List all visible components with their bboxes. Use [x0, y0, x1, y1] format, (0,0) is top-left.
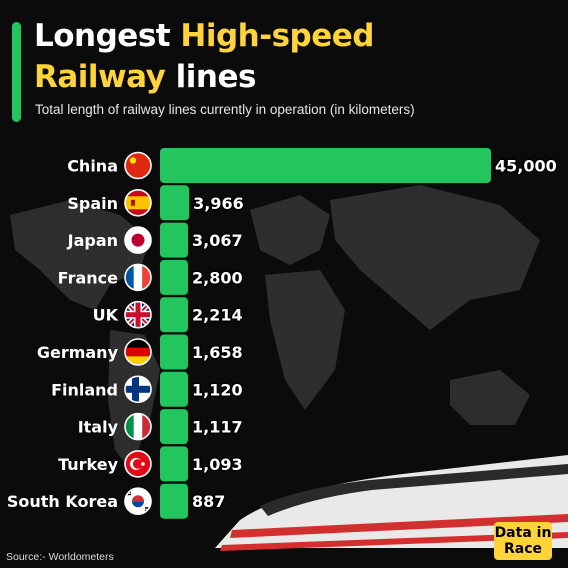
bar-spain: [160, 185, 190, 221]
title-accent-bar: [12, 22, 21, 122]
title-text-1: Longest: [34, 18, 181, 54]
bar-finland: [160, 371, 188, 407]
logo-line-1: Data in: [494, 525, 552, 541]
bar-south-korea: [160, 483, 188, 519]
category-label: UK: [93, 306, 119, 325]
value-label: 1,093: [192, 455, 243, 474]
bar-japan: [160, 222, 188, 258]
category-label: France: [58, 268, 118, 287]
category-label: Turkey: [58, 455, 119, 474]
value-label: 45,000: [495, 157, 557, 176]
category-label: Germany: [37, 343, 119, 362]
uk-flag-icon: [124, 300, 152, 329]
chart-subtitle: Total length of railway lines currently …: [35, 102, 415, 117]
value-label: 1,120: [192, 380, 243, 399]
bar-china: [160, 148, 491, 183]
bar-germany: [160, 334, 188, 370]
bar-france: [160, 259, 188, 295]
category-label: Italy: [78, 418, 119, 437]
japan-flag-icon: [124, 226, 152, 254]
category-label: South Korea: [7, 492, 118, 511]
logo-line-2: Race: [503, 541, 543, 557]
value-label: 2,214: [192, 306, 243, 325]
south-korea-flag-icon: [124, 487, 152, 516]
category-label: Japan: [67, 231, 118, 250]
turkey-flag-icon: [124, 450, 152, 478]
source-note: Source:- Worldometers: [6, 551, 114, 563]
title-highlight-2: Railway: [34, 59, 166, 95]
value-label: 1,658: [192, 343, 243, 362]
china-flag-icon: [124, 151, 152, 180]
brand-logo: Data in Race: [494, 522, 552, 560]
value-label: 1,117: [192, 418, 243, 437]
value-label: 2,800: [192, 268, 243, 287]
category-label: Finland: [51, 380, 118, 399]
title-highlight-1: High-speed: [180, 18, 374, 54]
value-label: 887: [192, 492, 225, 511]
value-label: 3,067: [192, 231, 243, 250]
category-label: China: [67, 157, 118, 176]
italy-flag-icon: [124, 412, 152, 441]
page-title: Longest High-speed Railway lines: [34, 16, 374, 98]
spain-flag-icon: [124, 189, 152, 217]
category-label: Spain: [67, 194, 118, 213]
title-text-2: lines: [165, 59, 257, 95]
bar-turkey: [160, 446, 188, 482]
finland-flag-icon: [124, 375, 152, 404]
bar-italy: [160, 409, 188, 445]
germany-flag-icon: [124, 338, 152, 366]
value-label: 3,966: [193, 194, 244, 213]
france-flag-icon: [124, 263, 152, 292]
bar-uk: [160, 297, 188, 333]
